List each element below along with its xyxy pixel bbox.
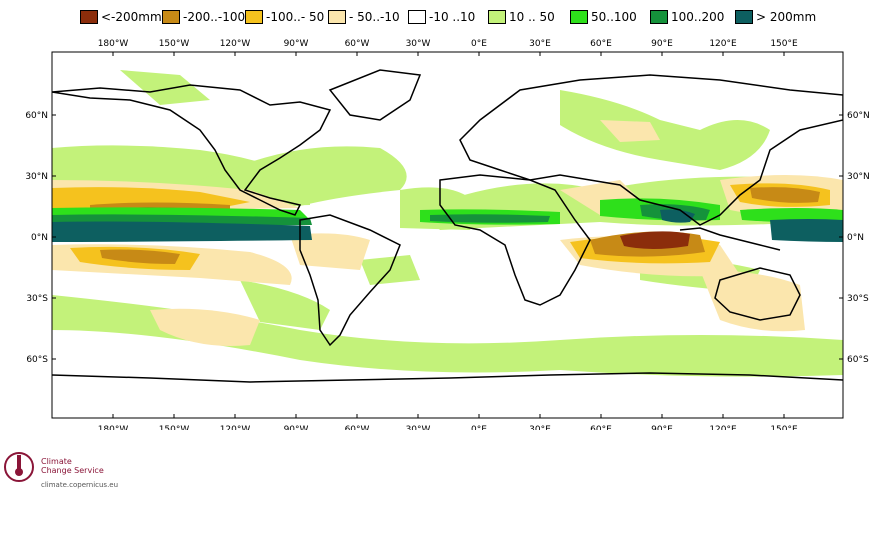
lon-label-top: 60°E (590, 39, 612, 49)
lon-label-top: 120°E (709, 39, 737, 49)
lon-label-top: 120°W (220, 39, 251, 49)
indonesia-outline (679, 227, 781, 251)
lat-label-right: 0°N (847, 233, 864, 243)
climate-thermometer-icon (4, 452, 34, 482)
precipitation-anomaly-fields (52, 70, 843, 377)
legend-label: 50..100 (591, 10, 637, 24)
north-america-outline (52, 84, 332, 216)
lat-label-left: 30°N (25, 172, 48, 182)
logo-line-1: Climate (41, 457, 72, 466)
antarctica-outline (52, 372, 843, 383)
lon-label-top: 180°W (98, 39, 129, 49)
legend-label: -100..- 50 (266, 10, 325, 24)
lon-label-top: 90°E (651, 39, 673, 49)
lon-label-top: 150°W (159, 39, 190, 49)
lon-label-top: 0°E (471, 39, 487, 49)
legend-swatch (570, 10, 588, 24)
lon-label-bottom: 120°E (709, 425, 737, 430)
lon-label-top: 90°W (284, 39, 309, 49)
lat-label-right: 30°S (847, 294, 869, 304)
lon-label-bottom: 180°W (98, 425, 129, 430)
lon-label-bottom: 60°W (345, 425, 370, 430)
legend-item: - 50..-10 (328, 8, 400, 26)
lat-label-right: 60°N (847, 111, 870, 121)
logo-line-2: Change Service (41, 466, 104, 475)
map-frame (51, 51, 844, 419)
legend-item: <-200mm (80, 8, 162, 26)
lon-label-bottom: 150°W (159, 425, 190, 430)
lon-label-bottom: 90°E (651, 425, 673, 430)
legend-swatch (408, 10, 426, 24)
lon-label-top: 60°W (345, 39, 370, 49)
legend-item: 10 .. 50 (488, 8, 555, 26)
australia-outline (714, 267, 801, 321)
legend-swatch (162, 10, 180, 24)
legend-label: > 200mm (756, 10, 817, 24)
legend-label: 10 .. 50 (509, 10, 555, 24)
lon-label-bottom: 60°E (590, 425, 612, 430)
lon-label-bottom: 0°E (471, 425, 487, 430)
legend-swatch (650, 10, 668, 24)
lon-label-top: 150°E (770, 39, 798, 49)
legend-item: -100..- 50 (245, 8, 324, 26)
legend-swatch (245, 10, 263, 24)
lat-label-left: 0°N (31, 233, 48, 243)
legend-item: 100..200 (650, 8, 724, 26)
lon-label-top: 30°E (529, 39, 551, 49)
lat-label-right: 60°S (847, 355, 869, 365)
legend-label: - 50..-10 (349, 10, 400, 24)
legend-label: <-200mm (101, 10, 162, 24)
logo-url: climate.copernicus.eu (41, 481, 119, 489)
lat-label-right: 30°N (847, 172, 870, 182)
lon-label-bottom: 30°E (529, 425, 551, 430)
legend-item: 50..100 (570, 8, 637, 26)
lon-label-bottom: 90°W (284, 425, 309, 430)
lat-label-left: 30°S (26, 294, 48, 304)
axis-tick-labels: 180°W 180°W 150°W 150°W 120°W 120°W 90°W 90°W 60… (25, 39, 869, 430)
legend-label: -200..-100 (183, 10, 246, 24)
lon-label-bottom: 150°E (770, 425, 798, 430)
lon-label-bottom: 120°W (220, 425, 251, 430)
eurasia-outline (459, 74, 843, 226)
greenland-outline (328, 69, 422, 121)
legend-swatch (80, 10, 98, 24)
legend-swatch (735, 10, 753, 24)
legend-swatch (488, 10, 506, 24)
wet-anomaly-extreme (52, 209, 843, 242)
legend-item: -10 ..10 (408, 8, 475, 26)
legend-label: -10 ..10 (429, 10, 476, 24)
lat-label-left: 60°N (25, 111, 48, 121)
legend-item: -200..-100 (162, 8, 245, 26)
legend-label: 100..200 (671, 10, 725, 24)
legend: <-200mm -200..-100 -100..- 50 - 50..-10 -10 … (80, 8, 816, 26)
africa-outline (439, 174, 591, 306)
lon-label-top: 30°W (406, 39, 431, 49)
legend-swatch (328, 10, 346, 24)
axis-ticks (52, 52, 843, 418)
anomaly-map: 180°W 180°W 150°W 150°W 120°W 120°W 90°W 90°W 60… (25, 39, 869, 430)
lon-label-bottom: 30°W (406, 425, 431, 430)
coastlines (52, 69, 843, 383)
copernicus-logo: Climate Change Service climate.copernicu… (3, 445, 123, 490)
legend-item: > 200mm (735, 8, 816, 26)
south-america-outline (299, 214, 401, 347)
lat-label-left: 60°S (26, 355, 48, 365)
